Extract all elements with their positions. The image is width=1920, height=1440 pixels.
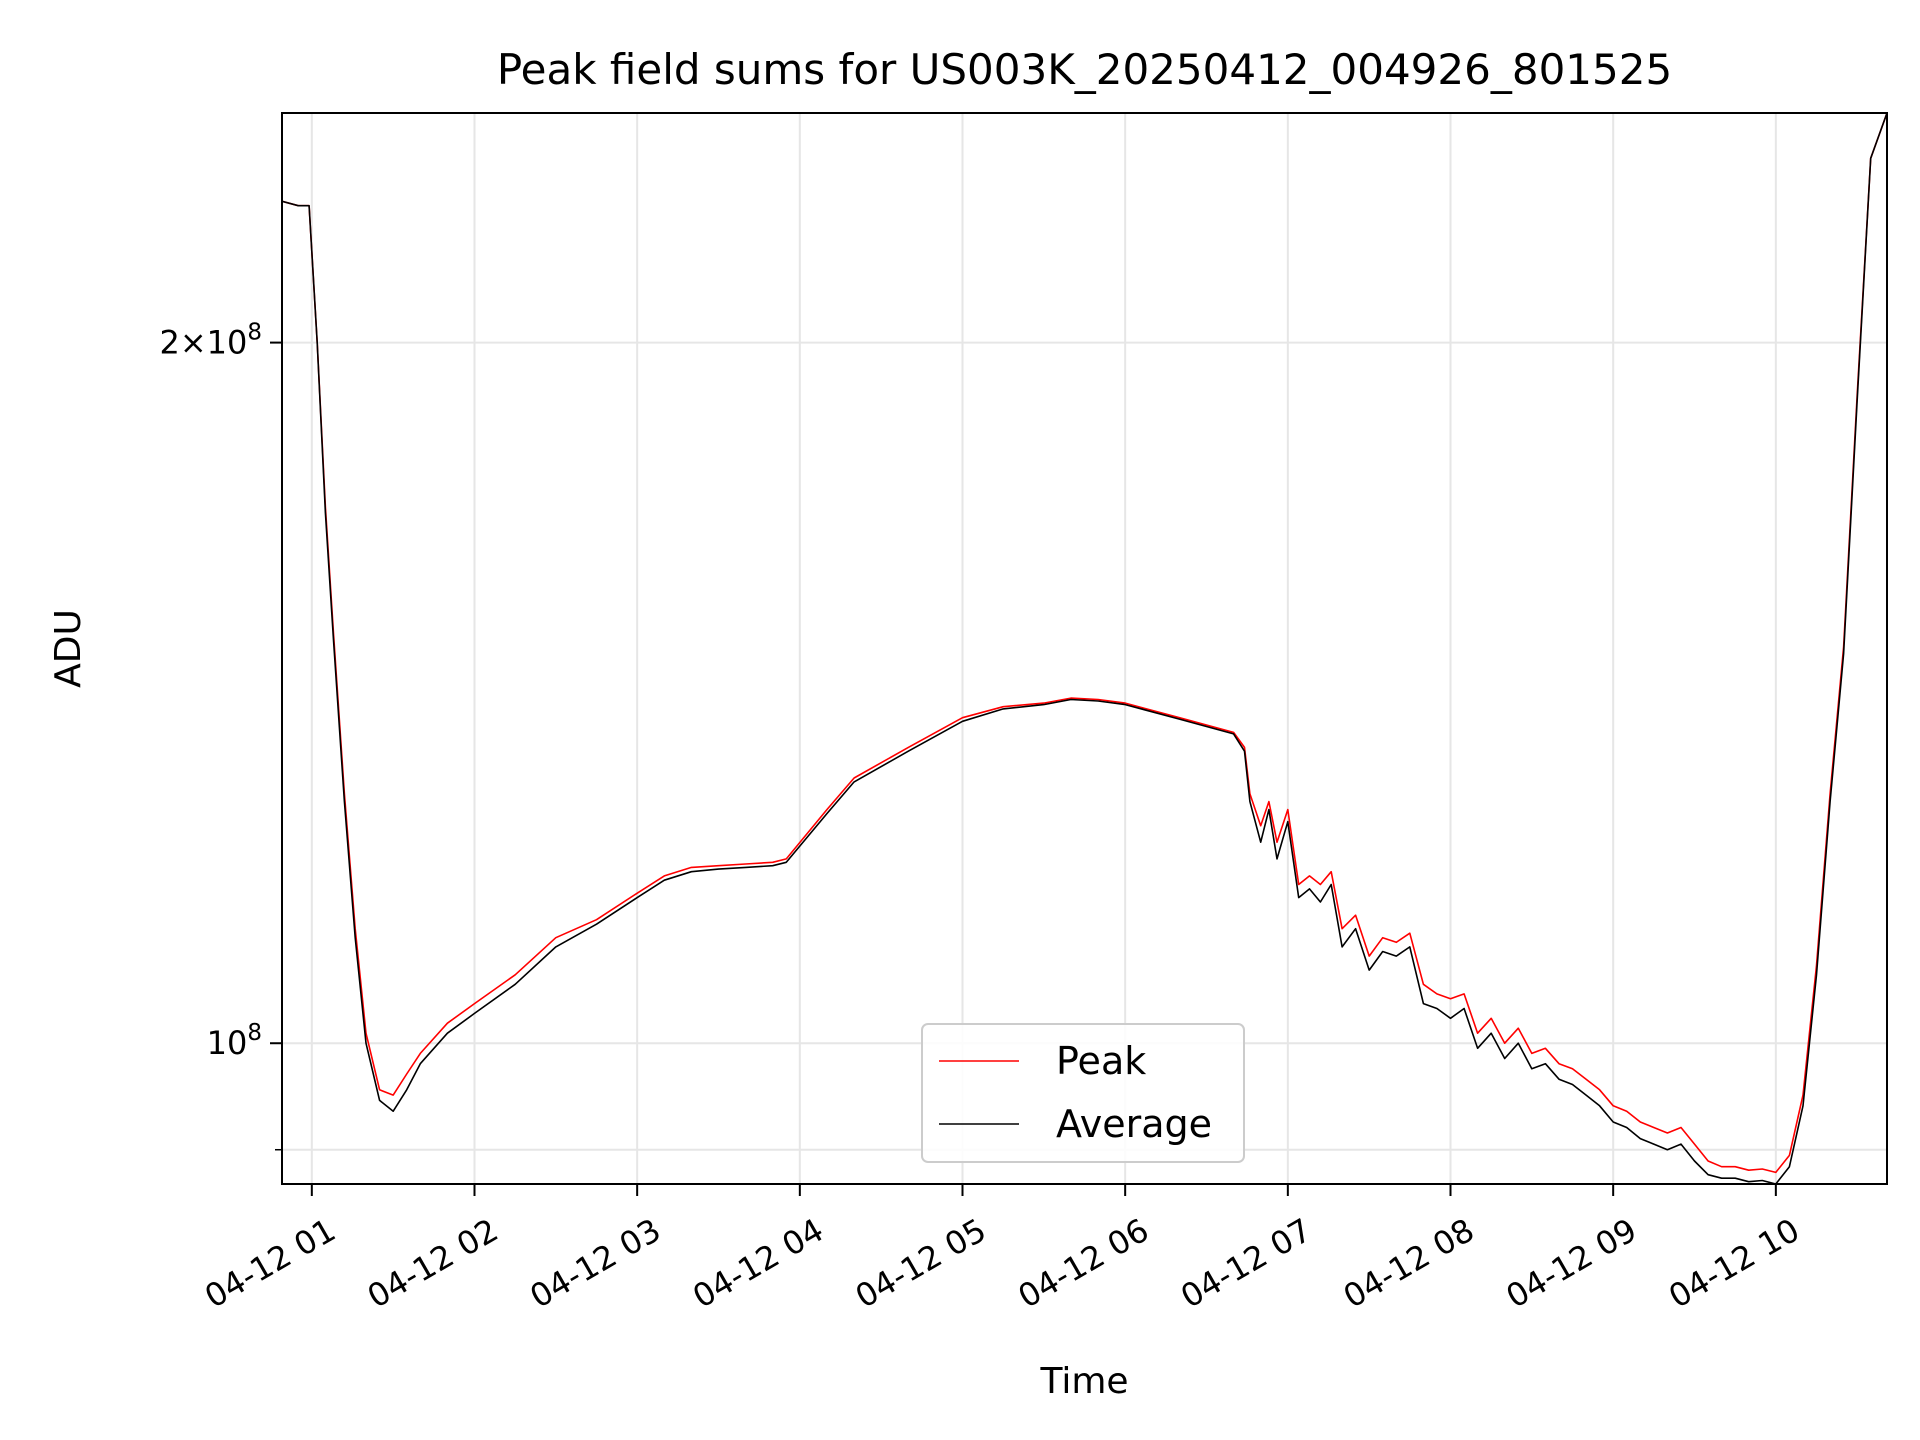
series-line-average bbox=[282, 113, 1887, 1184]
legend-box bbox=[921, 1023, 1245, 1163]
y-axis-title: ADU bbox=[48, 609, 89, 688]
chart-title: Peak field sums for US003K_20250412_0049… bbox=[497, 45, 1672, 94]
legend: Peak Average bbox=[921, 1023, 1245, 1163]
y-tick-base: 10 bbox=[207, 1024, 248, 1062]
series-line-peak bbox=[282, 113, 1887, 1174]
legend-label-average: Average bbox=[1056, 1102, 1212, 1146]
y-tick-label: 108 bbox=[207, 1020, 262, 1062]
y-tick-mantissa: 2 bbox=[159, 324, 179, 362]
y-tick-base: 10 bbox=[207, 324, 248, 362]
y-tick-times: × bbox=[180, 324, 207, 362]
x-axis-title: Time bbox=[1039, 1361, 1128, 1402]
y-tick-exponent: 8 bbox=[247, 320, 262, 346]
y-tick-label: 2×108 bbox=[159, 320, 262, 362]
y-tick-exponent: 8 bbox=[247, 1020, 262, 1046]
plot-frame bbox=[281, 112, 1888, 1185]
legend-label-peak: Peak bbox=[1056, 1039, 1146, 1083]
series-layer bbox=[282, 113, 1887, 1184]
